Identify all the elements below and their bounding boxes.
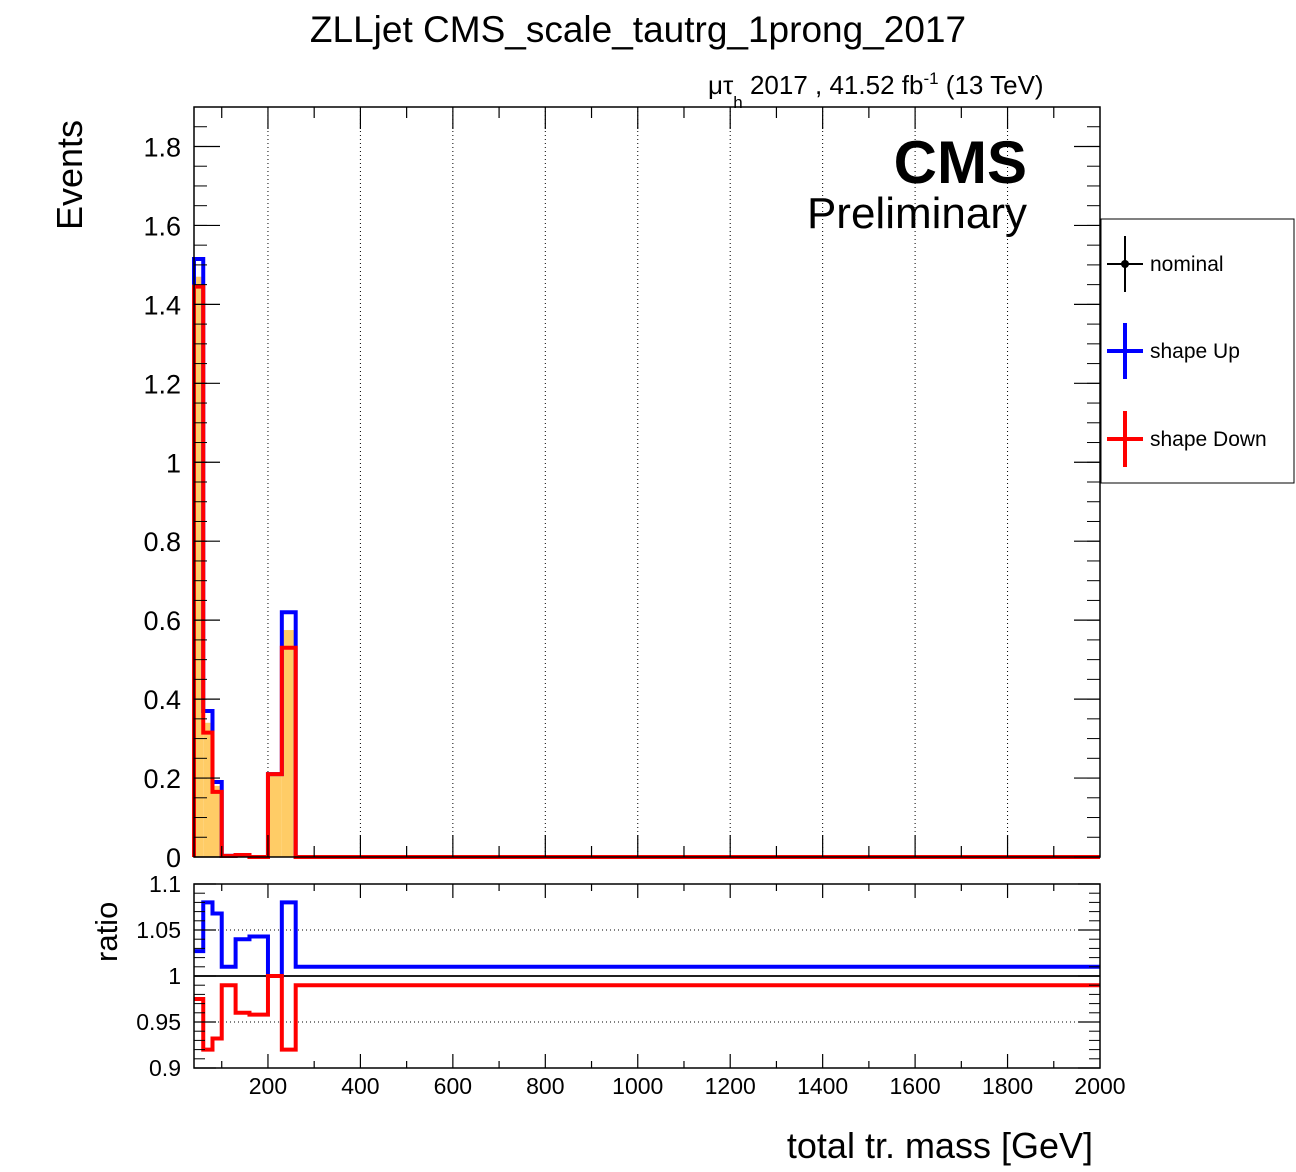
y-tick-label-4: 0.8	[143, 527, 181, 557]
lumi-h: h	[733, 93, 742, 112]
x-axis-label: total tr. mass [GeV]	[787, 1125, 1093, 1166]
y-tick-label-9: 1.8	[143, 132, 181, 162]
legend-label-0: nominal	[1150, 253, 1224, 276]
cms-label: CMS	[894, 129, 1027, 196]
y-tick-label-1: 0.2	[143, 764, 181, 794]
x-tick-label-200: 200	[249, 1073, 287, 1099]
nominal-bar-2	[212, 785, 222, 857]
ratio-y-tick-label-0: 0.9	[149, 1055, 181, 1081]
ratio-shape-down-line	[194, 974, 1100, 1052]
preliminary-label: Preliminary	[807, 189, 1027, 238]
y-tick-label-7: 1.4	[143, 290, 181, 320]
ratio-shape-up-line	[194, 900, 1100, 978]
lumi-energy: (13 TeV)	[939, 70, 1044, 100]
y-tick-label-2: 0.4	[143, 685, 181, 715]
ratio-y-tick-label-2: 1	[168, 963, 181, 989]
nominal-bar-0	[194, 276, 204, 858]
shape-down-line	[192, 284, 1100, 859]
ratio-y-tick-label-4: 1.1	[149, 871, 181, 897]
legend-marker-dot-0	[1121, 260, 1129, 268]
y-tick-label-8: 1.6	[143, 211, 181, 241]
nominal-bar-6	[267, 774, 282, 857]
lumi-tau: τ	[723, 70, 734, 100]
lumi-sup: -1	[923, 69, 938, 88]
x-tick-label-1200: 1200	[705, 1073, 756, 1099]
y-tick-label-0: 0	[166, 843, 181, 873]
x-tick-label-1000: 1000	[612, 1073, 663, 1099]
x-tick-label-400: 400	[341, 1073, 379, 1099]
main-panel: 0 0.2 0.4 0.6 0.8 1 1.2 1.4 1.6 1.8	[143, 106, 1101, 873]
lumi-label: μτh 2017 , 41.52 fb-1 (13 TeV)	[708, 69, 1044, 112]
legend: nominal shape Up shape Down	[1100, 218, 1295, 484]
legend-label-2: shape Down	[1150, 428, 1267, 451]
nominal-bar-7	[281, 630, 296, 857]
ratio-panel: 0.9 0.95 1 1.05 1.1 200 400 600 800 1000 1200 1400 1…	[136, 871, 1125, 1099]
ratio-y-tick-label-3: 1.05	[136, 917, 181, 943]
x-tick-label-1400: 1400	[797, 1073, 848, 1099]
x-tick-label-800: 800	[526, 1073, 564, 1099]
ratio-y-axis-label: ratio	[89, 902, 124, 962]
x-tick-label-1600: 1600	[890, 1073, 941, 1099]
lumi-mu: μ	[708, 70, 723, 100]
legend-label-1: shape Up	[1150, 340, 1240, 363]
y-tick-label-6: 1.2	[143, 369, 181, 399]
x-tick-label-2000: 2000	[1074, 1073, 1125, 1099]
nominal-bar-1	[203, 722, 213, 857]
y-tick-label-5: 1	[166, 448, 181, 478]
chart-title: ZLLjet CMS_scale_tautrg_1prong_2017	[310, 9, 966, 50]
y-tick-label-3: 0.6	[143, 606, 181, 636]
y-axis-label: Events	[49, 120, 90, 230]
lumi-text: 2017 , 41.52 fb	[743, 70, 924, 100]
x-tick-label-1800: 1800	[982, 1073, 1033, 1099]
ratio-y-tick-label-1: 0.95	[136, 1009, 181, 1035]
x-tick-label-600: 600	[434, 1073, 472, 1099]
